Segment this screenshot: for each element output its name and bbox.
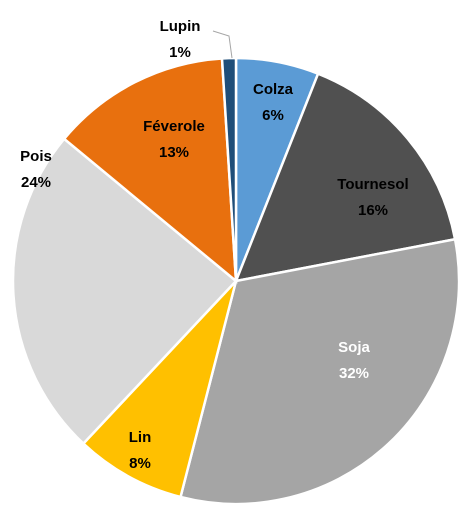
pie-slice [220, 56, 238, 282]
slice-label: Lin [129, 429, 152, 446]
pie-slice [62, 57, 238, 284]
leader-line [212, 30, 233, 59]
slice-label: Lupin [160, 18, 201, 35]
pie-slice [234, 72, 457, 283]
slice-value-label: 8% [129, 455, 151, 472]
slice-value-label: 6% [262, 107, 284, 124]
slice-value-label: 24% [21, 174, 51, 191]
slice-label: Pois [20, 148, 52, 165]
slice-label: Colza [253, 81, 294, 98]
slice-value-label: 32% [339, 365, 369, 382]
slice-value-label: 1% [169, 44, 191, 61]
slice-label: Féverole [143, 118, 205, 135]
slice-value-label: 13% [159, 144, 189, 161]
slice-value-label: 16% [358, 202, 388, 219]
pie-slice [11, 137, 238, 446]
slice-label: Tournesol [337, 176, 408, 193]
pie-slice [81, 280, 238, 499]
slice-label: Soja [338, 339, 370, 356]
